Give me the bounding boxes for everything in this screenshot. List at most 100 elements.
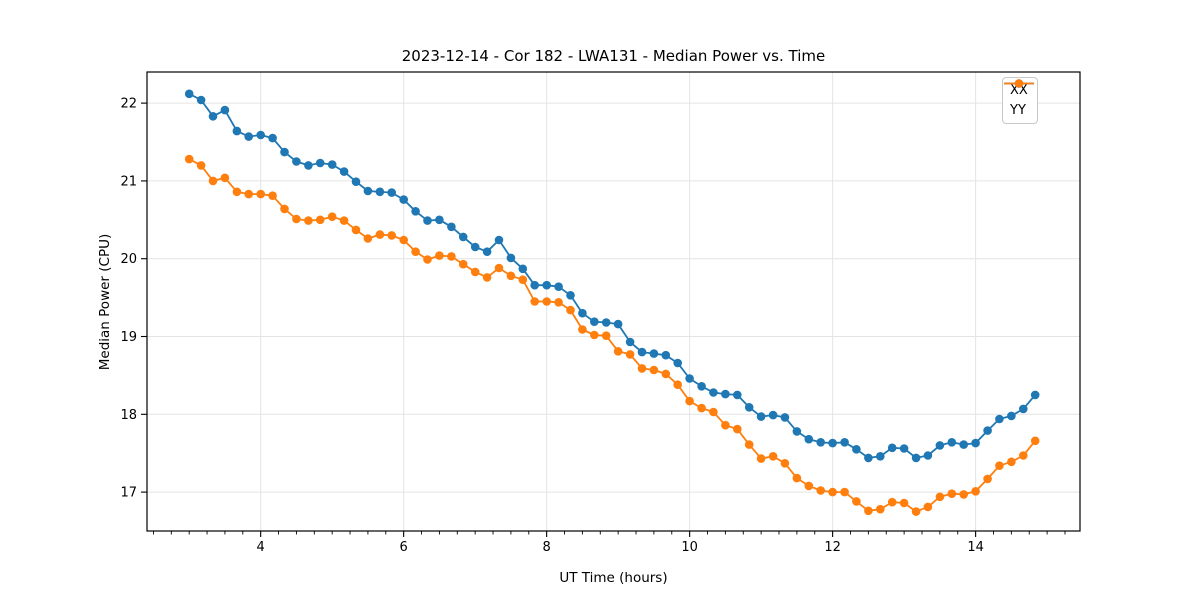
- series-xx-marker: [435, 215, 444, 225]
- series-yy-marker: [768, 452, 778, 461]
- series-yy-marker: [792, 473, 802, 483]
- y-tick-label: 21: [120, 174, 137, 189]
- series-xx-marker: [387, 188, 397, 197]
- series-yy-marker: [744, 440, 754, 449]
- series-xx-marker: [506, 253, 516, 263]
- series-yy-marker: [184, 154, 194, 164]
- series-yy-marker: [292, 214, 301, 224]
- series-yy-marker: [470, 267, 480, 277]
- series-xx-marker: [971, 438, 980, 448]
- y-tick-label: 17: [120, 486, 137, 501]
- series-yy-marker: [494, 263, 504, 273]
- series-yy-marker: [816, 486, 825, 495]
- series-yy-marker: [268, 191, 277, 200]
- series-xx-marker: [351, 177, 361, 186]
- series-xx-marker: [315, 158, 325, 168]
- legend-marker-yy-icon: [1004, 79, 1034, 88]
- series-xx-marker: [887, 443, 897, 453]
- legend: XX YY: [1002, 77, 1038, 124]
- series-yy-marker: [578, 325, 587, 334]
- series-yy-marker: [339, 216, 349, 225]
- x-tick-label: 14: [967, 540, 984, 555]
- series-yy-marker: [554, 298, 563, 307]
- series-xx-marker: [601, 318, 611, 327]
- y-tick-label: 22: [120, 97, 137, 112]
- series-yy-marker: [852, 497, 861, 506]
- series-xx-marker: [733, 390, 742, 400]
- axes-spines: [146, 71, 1081, 532]
- series-yy-marker: [828, 487, 837, 497]
- series-xx-marker: [268, 133, 277, 143]
- y-tick-label: 19: [120, 330, 137, 345]
- series-xx-marker: [327, 160, 337, 169]
- legend-label-xx: XX: [1010, 83, 1028, 98]
- y-tick-label: 18: [120, 408, 137, 423]
- series-yy-marker: [327, 212, 337, 221]
- series-xx-marker: [256, 130, 266, 140]
- series-yy-marker: [1007, 457, 1016, 467]
- series-yy-marker: [613, 347, 623, 356]
- series-yy-marker: [709, 407, 718, 417]
- series-xx-marker: [744, 403, 754, 412]
- series-yy-marker: [304, 216, 313, 225]
- series-yy-marker: [887, 497, 897, 507]
- series-xx-marker: [983, 426, 992, 435]
- series-yy-marker: [733, 424, 742, 434]
- series-yy-marker: [220, 173, 230, 183]
- series-xx-marker: [244, 132, 253, 141]
- series-xx-marker: [399, 195, 409, 204]
- series-yy-marker: [637, 364, 647, 373]
- series-xx-marker: [494, 235, 504, 245]
- series-yy-marker: [411, 247, 420, 256]
- x-tick-label: 8: [543, 540, 551, 555]
- series-yy-marker: [542, 297, 551, 306]
- series-yy-marker: [315, 215, 325, 225]
- series-xx-marker: [923, 451, 933, 460]
- series-xx-marker: [613, 319, 623, 329]
- series-yy-marker: [899, 498, 909, 508]
- series-xx-marker: [292, 157, 301, 166]
- series-yy-marker: [244, 189, 253, 199]
- series-xx-marker: [566, 291, 575, 300]
- series-yy-marker: [756, 454, 766, 463]
- series-yy-marker: [661, 369, 671, 379]
- series-yy-marker: [625, 350, 635, 359]
- series-yy-marker: [458, 259, 468, 269]
- series-yy-marker: [435, 251, 444, 260]
- series-xx-marker: [518, 264, 528, 274]
- series-xx-marker: [339, 167, 349, 176]
- series-xx-marker: [709, 388, 718, 397]
- series-xx-marker: [458, 232, 468, 242]
- series-xx-marker: [470, 242, 480, 252]
- series-xx-marker: [625, 337, 635, 347]
- x-tick-label: 4: [257, 540, 265, 555]
- series-xx-marker: [530, 280, 539, 290]
- series-yy-marker: [423, 255, 432, 264]
- series-yy-marker: [375, 230, 385, 239]
- series-yy-marker: [995, 461, 1004, 471]
- series-xx-marker: [1019, 404, 1028, 414]
- series-yy-line: [188, 158, 1036, 513]
- series-yy-marker: [208, 176, 218, 186]
- series-yy-marker: [971, 487, 980, 496]
- series-xx-marker: [959, 440, 968, 449]
- series-yy-marker: [864, 506, 873, 516]
- series-xx-marker: [482, 247, 492, 256]
- series-yy-marker: [590, 330, 599, 340]
- series-xx-marker: [792, 427, 802, 436]
- series-yy-marker: [780, 459, 790, 468]
- series-xx-marker: [196, 95, 206, 105]
- y-tick-label: 20: [120, 252, 137, 267]
- series-yy-marker: [601, 331, 611, 341]
- series-xx-marker: [673, 358, 682, 368]
- series-yy-marker: [506, 271, 516, 281]
- series-xx-marker: [947, 438, 957, 447]
- series-yy-marker: [983, 474, 992, 484]
- series-xx-marker: [363, 186, 373, 196]
- series-yy-marker: [911, 507, 921, 516]
- series-xx-marker: [1007, 411, 1016, 421]
- series-yy-marker: [1030, 436, 1040, 446]
- series-xx-marker: [208, 112, 218, 121]
- series-xx-marker: [697, 382, 706, 391]
- series-xx-marker: [864, 453, 873, 463]
